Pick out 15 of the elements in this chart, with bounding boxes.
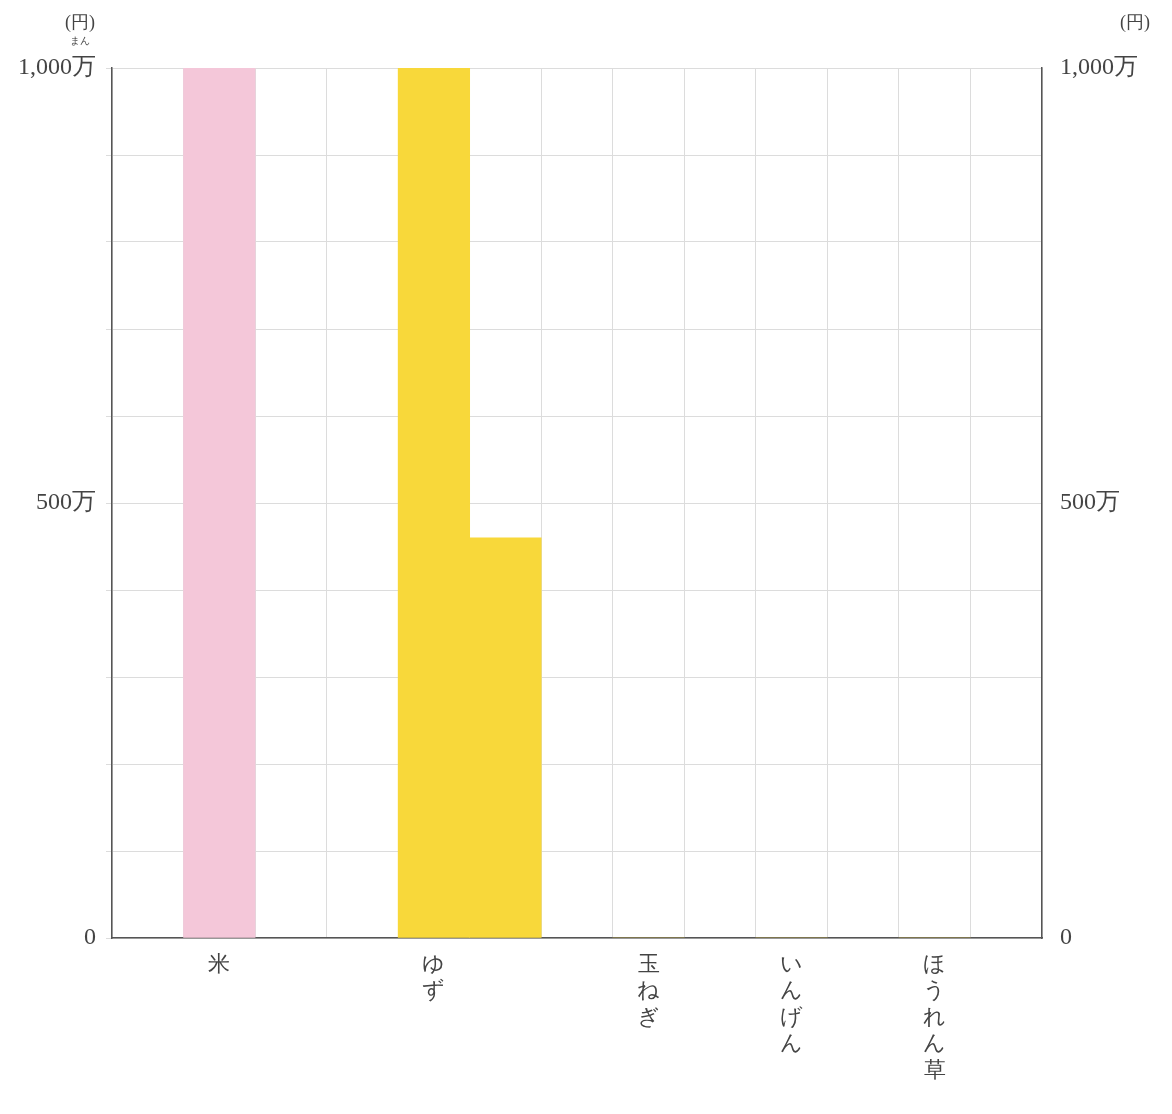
y2-axis-title: (円) xyxy=(1120,12,1150,33)
y-axis-title: (円) xyxy=(65,12,95,33)
y-tick-label: 1,000万 xyxy=(18,53,96,80)
y2-tick-label: 500万 xyxy=(1060,488,1120,515)
y-tick-label: 0 xyxy=(84,923,96,950)
y2-tick-label: 0 xyxy=(1060,923,1072,950)
y2-tick-label: 1,000万 xyxy=(1060,53,1138,80)
x-tick-label: ゆず xyxy=(422,950,446,1003)
x-tick-label: いんげん xyxy=(780,950,804,1056)
x-tick-label: ほうれん草 xyxy=(923,950,947,1082)
text: まん xyxy=(70,35,90,46)
y-tick-label: 500万 xyxy=(36,488,96,515)
x-tick-label: 玉ねぎ xyxy=(637,950,661,1029)
bar xyxy=(183,68,256,938)
x-tick-label: 米 xyxy=(208,950,231,976)
